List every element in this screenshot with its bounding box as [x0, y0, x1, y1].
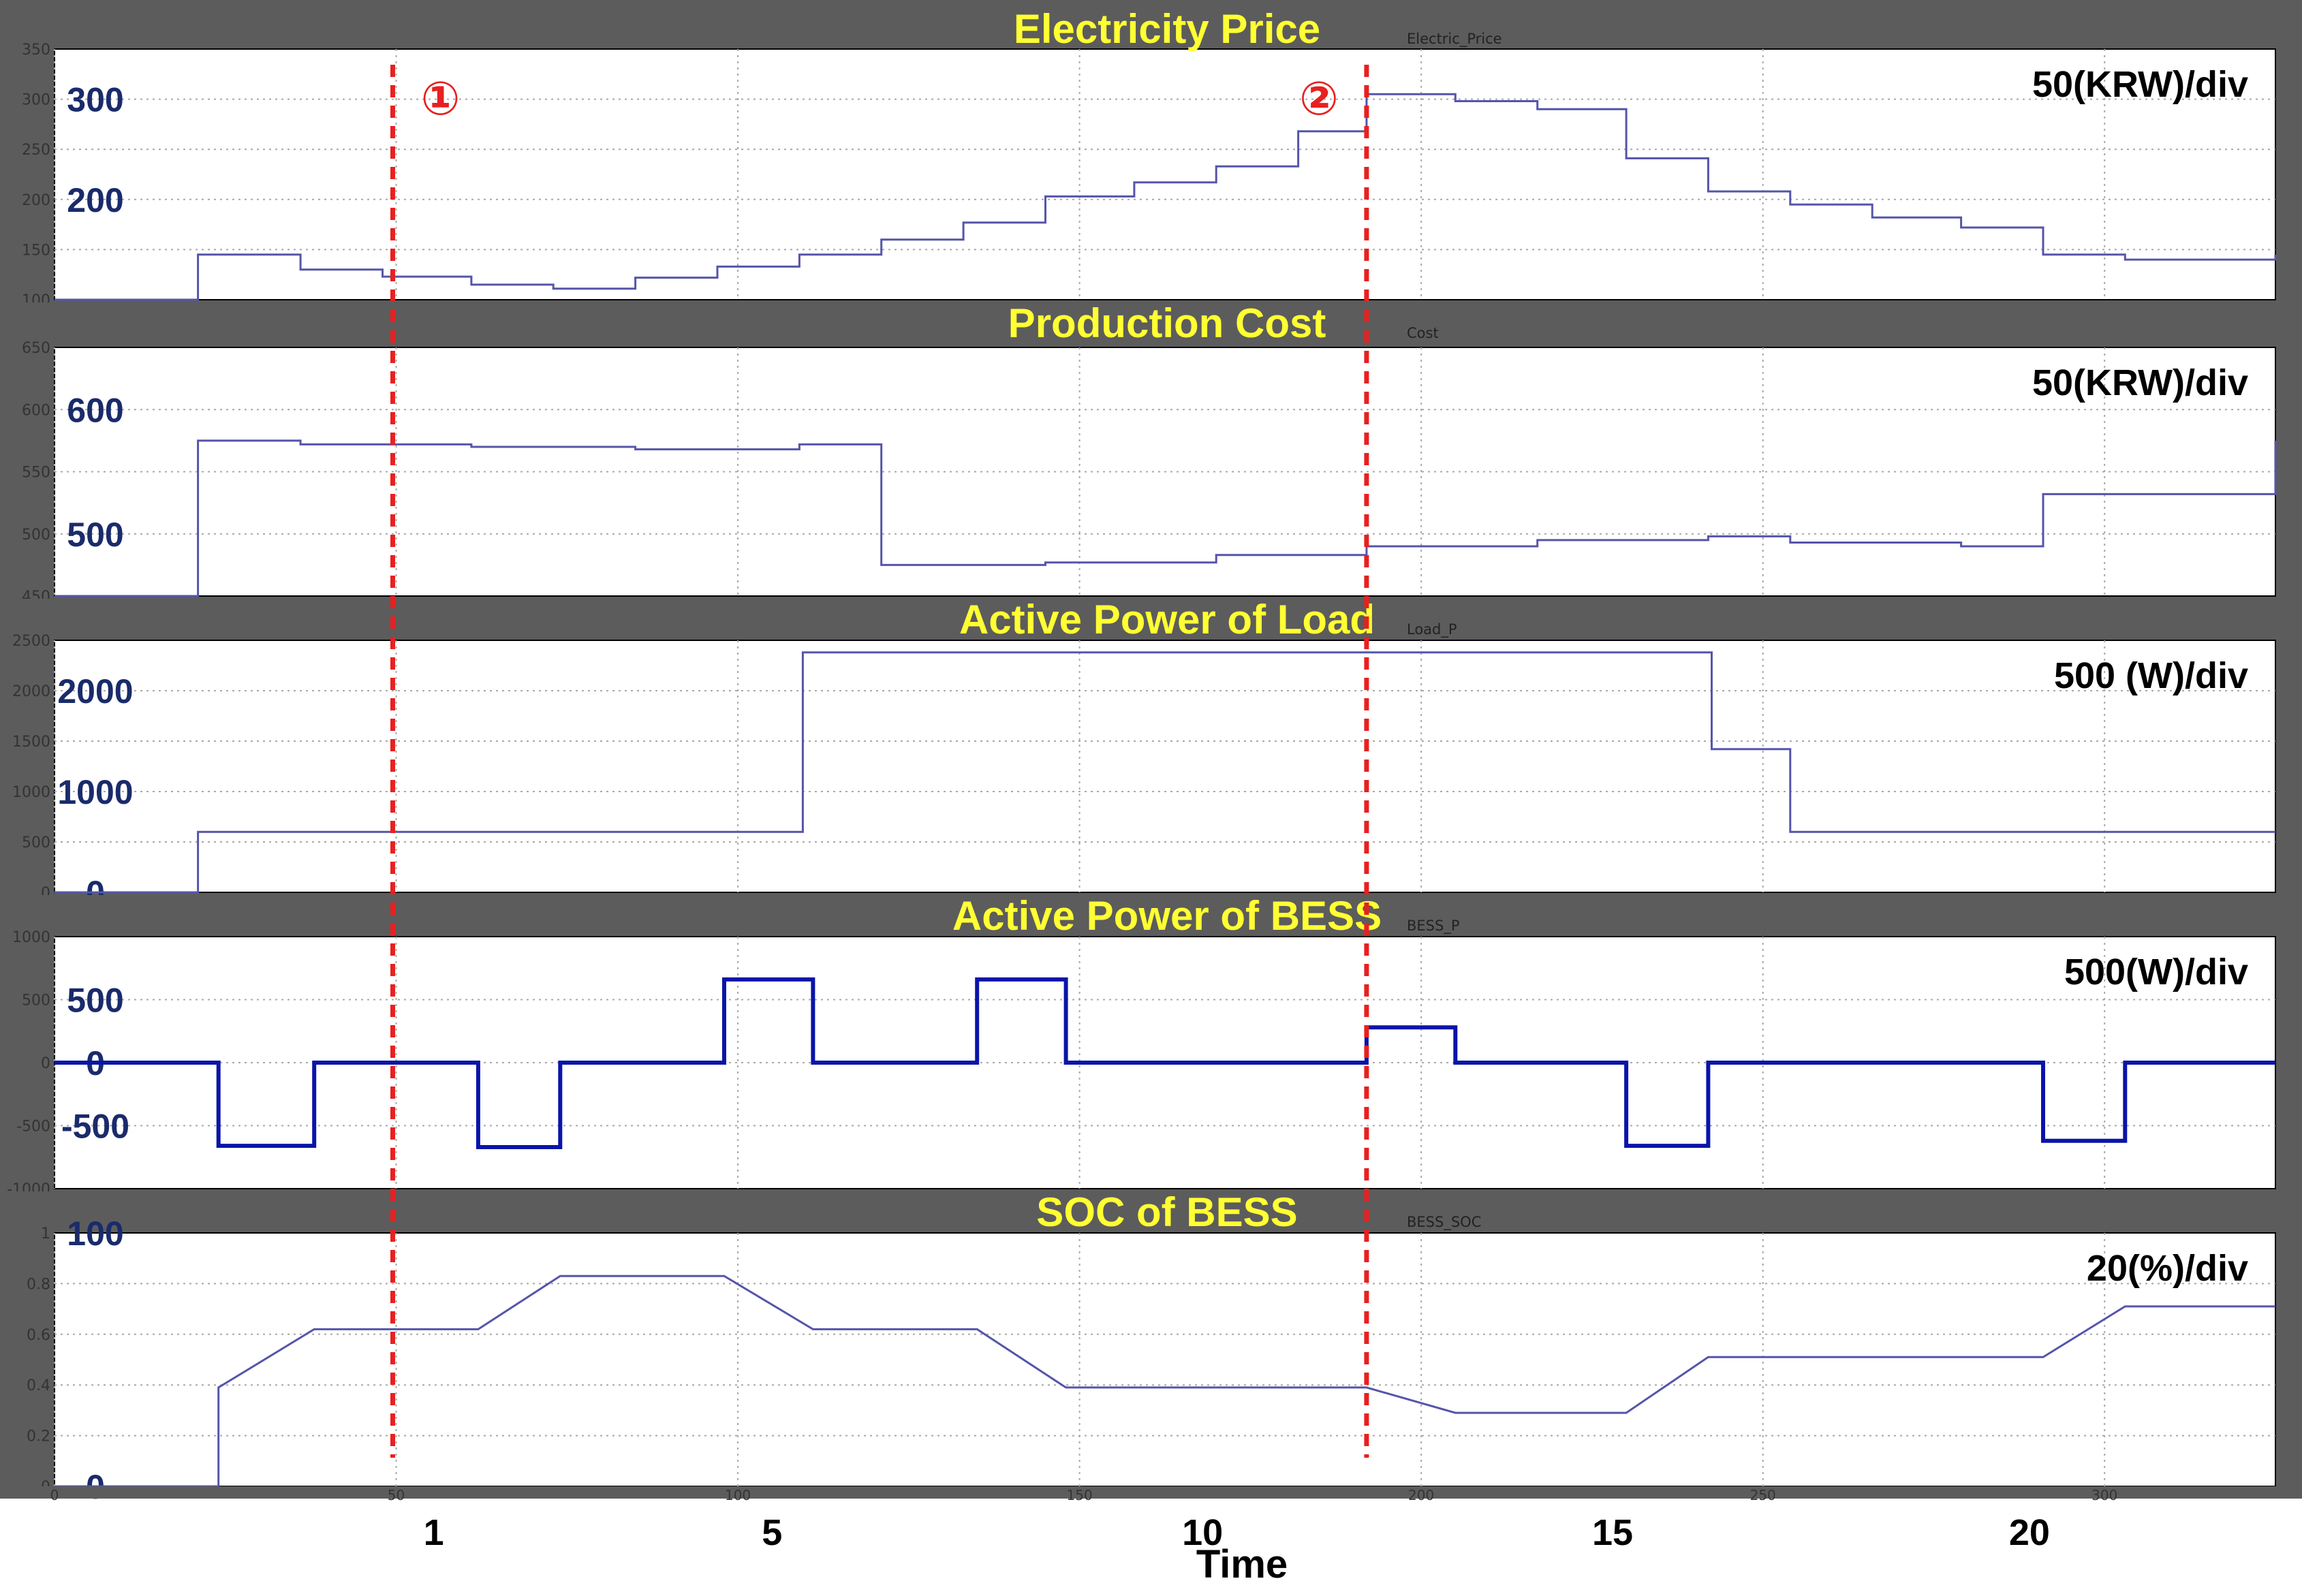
scope-signal-name: BESS_SOC — [1407, 1214, 1481, 1231]
y-tick-label: 2000 — [12, 683, 50, 700]
x-axis-title: Time — [1196, 1542, 1288, 1586]
x-time-tick: 15 — [1592, 1512, 1633, 1553]
x-time-tick: 5 — [762, 1512, 782, 1553]
big-y-label: 100 — [67, 1215, 123, 1253]
y-tick-label: 350 — [22, 42, 50, 59]
panel-5: 10.80.60.40.201000SOC of BESSBESS_SOC20(… — [0, 1189, 2302, 1506]
x-scope-tick: 50 — [388, 1487, 405, 1503]
y-tick-label: 0.8 — [27, 1276, 50, 1293]
y-tick-label: 650 — [22, 340, 50, 357]
big-y-label: 600 — [67, 391, 123, 429]
big-y-label: 1000 — [57, 773, 133, 811]
y-tick-label: -500 — [16, 1118, 50, 1136]
x-scope-tick: 250 — [1750, 1487, 1776, 1503]
title-band — [0, 1191, 2302, 1233]
big-y-label: 500 — [67, 516, 123, 554]
y-tick-label: 200 — [22, 192, 50, 209]
scope-signal-name: Cost — [1407, 325, 1439, 341]
big-y-label: 2000 — [57, 672, 133, 710]
y-tick-label: 300 — [22, 92, 50, 109]
series-line — [55, 93, 2277, 301]
series-line — [55, 651, 2275, 894]
big-y-label: 300 — [67, 81, 123, 119]
scope-signal-name: Load_P — [1407, 621, 1457, 638]
bottom-strip — [0, 1486, 2302, 1499]
plot-area — [54, 48, 2276, 300]
y-tick-label: 150 — [22, 242, 50, 259]
y-tick-label: 600 — [22, 402, 50, 419]
big-y-label: 200 — [67, 181, 123, 219]
division-label: 500 (W)/div — [2054, 655, 2248, 696]
y-tick-label: 500 — [22, 527, 50, 544]
y-tick-label: 0.6 — [27, 1327, 50, 1344]
x-time-tick: 10 — [1182, 1512, 1223, 1553]
panel-title: SOC of BESS — [1036, 1189, 1297, 1235]
series-line — [55, 977, 2275, 1149]
big-y-label: 500 — [67, 982, 123, 1020]
marker-label: ② — [1299, 72, 1339, 126]
panel-title: Electricity Price — [1014, 6, 1320, 52]
y-tick-label: 250 — [22, 142, 50, 159]
title-band — [0, 895, 2302, 937]
scope-signal-name: BESS_P — [1407, 918, 1460, 935]
y-tick-label: 0 — [41, 1055, 50, 1072]
title-band — [0, 599, 2302, 640]
division-label: 500(W)/div — [2064, 952, 2248, 992]
big-y-label: -500 — [61, 1108, 129, 1146]
y-tick-label: 1500 — [12, 734, 50, 751]
series-line — [55, 439, 2277, 597]
panel-title: Production Cost — [1008, 300, 1326, 346]
x-scope-tick: 150 — [1067, 1487, 1093, 1503]
panel-title: Active Power of BESS — [952, 893, 1382, 939]
y-tick-label: 550 — [22, 465, 50, 482]
x-scope-tick: 0 — [50, 1487, 59, 1503]
x-time-tick: 1 — [424, 1512, 444, 1553]
plot-area — [54, 1232, 2276, 1487]
division-label: 20(%)/div — [2087, 1248, 2248, 1289]
y-tick-label: 500 — [22, 834, 50, 851]
division-label: 50(KRW)/div — [2032, 64, 2248, 105]
marker-label: ① — [421, 72, 461, 126]
y-tick-label: 0.4 — [27, 1377, 50, 1394]
x-scope-tick: 300 — [2091, 1487, 2117, 1503]
scope-signal-name: Electric_Price — [1407, 31, 1502, 48]
division-label: 50(KRW)/div — [2032, 362, 2248, 403]
y-tick-label: 2500 — [12, 633, 50, 650]
title-band — [0, 302, 2302, 347]
y-tick-label: 500 — [22, 992, 50, 1010]
panel-title: Active Power of Load — [959, 597, 1375, 642]
y-tick-label: 1 — [41, 1225, 50, 1242]
plot-area — [54, 640, 2276, 893]
x-scope-tick: 100 — [725, 1487, 751, 1503]
x-scope-tick: 200 — [1408, 1487, 1434, 1503]
y-tick-label: 1000 — [12, 784, 50, 801]
x-time-tick: 20 — [2009, 1512, 2050, 1553]
title-band — [0, 8, 2302, 49]
series-line — [55, 1274, 2275, 1488]
y-tick-label: 1000 — [12, 929, 50, 946]
y-tick-label: 0.2 — [27, 1428, 50, 1445]
